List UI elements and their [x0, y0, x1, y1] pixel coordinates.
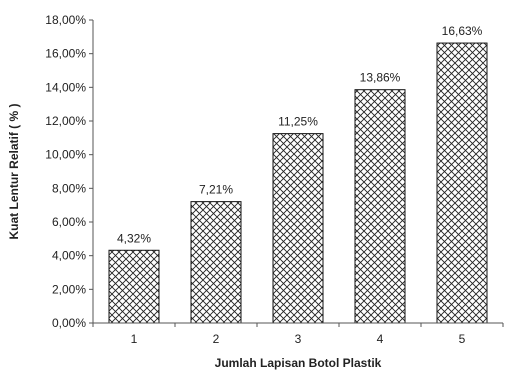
y-axis-ticks: 0,00% 2,00% 4,00% 6,00% 8,00% 10,00% 12,00% 14,… — [45, 13, 93, 330]
x-tick-label: 4 — [377, 332, 384, 346]
data-label-4: 13,86% — [360, 71, 401, 85]
y-tick-label: 12,00% — [45, 114, 86, 128]
data-label-1: 4,32% — [117, 231, 151, 245]
bar-2 — [190, 201, 242, 324]
x-axis-ticks: 1 2 3 4 5 — [92, 323, 504, 346]
y-tick-label: 16,00% — [45, 47, 86, 61]
y-tick-label: 2,00% — [52, 282, 86, 296]
y-tick-label: 4,00% — [52, 249, 86, 263]
x-tick-label: 1 — [131, 332, 138, 346]
x-tick-label: 3 — [295, 332, 302, 346]
data-labels: 4,32% 7,21% 11,25% 13,86% 16,63% — [117, 24, 483, 245]
y-tick-label: 14,00% — [45, 80, 86, 94]
y-tick-label: 18,00% — [45, 13, 86, 27]
y-tick-label: 0,00% — [52, 316, 86, 330]
data-label-3: 11,25% — [278, 115, 318, 129]
x-tick-label: 5 — [459, 332, 466, 346]
y-tick-label: 8,00% — [52, 181, 86, 195]
data-label-2: 7,21% — [199, 183, 233, 197]
x-axis-title: Jumlah Lapisan Botol Plastik — [215, 356, 382, 370]
y-tick-label: 10,00% — [45, 148, 86, 162]
bar-3 — [272, 133, 324, 324]
bar-5 — [436, 42, 488, 324]
y-tick-label: 6,00% — [52, 215, 86, 229]
bar-4 — [354, 89, 406, 324]
bar-1 — [108, 249, 160, 324]
data-label-5: 16,63% — [442, 24, 483, 38]
y-axis-title: Kuat Lentur Relatif ( % ) — [7, 103, 21, 239]
bars — [108, 42, 488, 324]
x-tick-label: 2 — [213, 332, 220, 346]
